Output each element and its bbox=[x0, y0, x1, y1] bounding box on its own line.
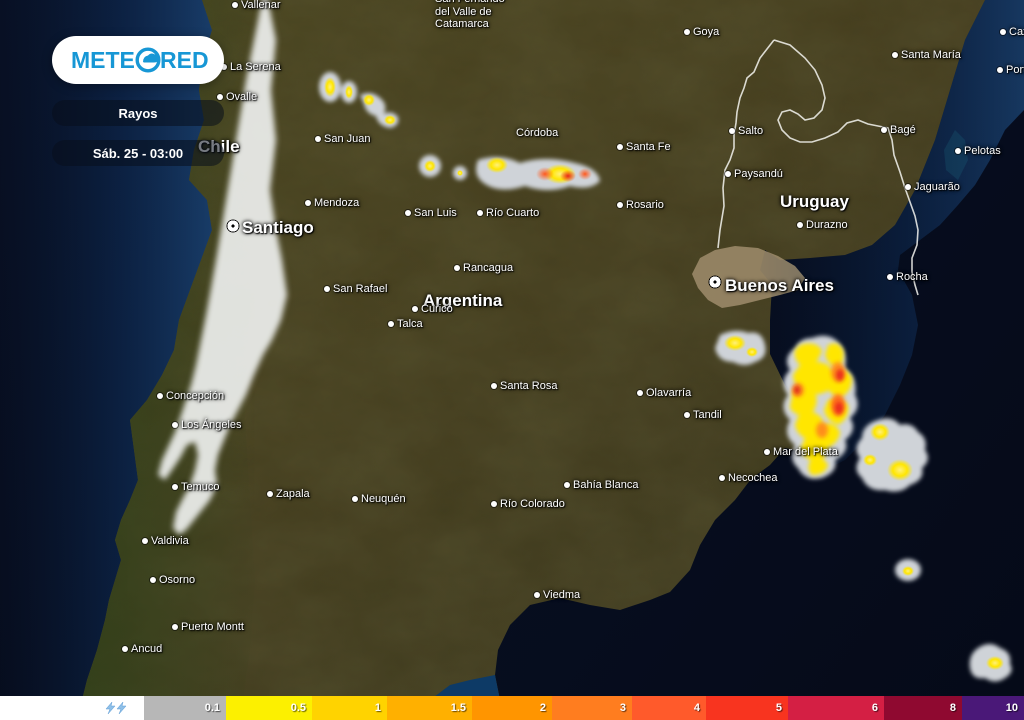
svg-text:RED: RED bbox=[160, 47, 209, 73]
svg-text:METE: METE bbox=[71, 47, 135, 73]
